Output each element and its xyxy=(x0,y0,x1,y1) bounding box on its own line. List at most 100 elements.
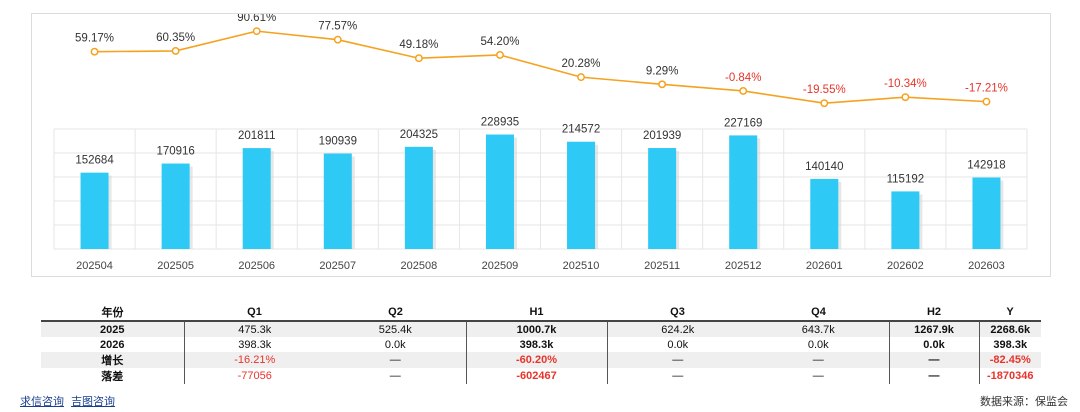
growth-point xyxy=(820,99,829,108)
bar-value-label: 152684 xyxy=(75,155,114,167)
bar-value-label: 214572 xyxy=(562,124,600,136)
table-cell: 624.2k xyxy=(607,321,748,337)
growth-label: 20.28% xyxy=(562,58,601,70)
bar-value-label: 140140 xyxy=(805,161,843,173)
bar xyxy=(810,178,839,249)
bar-value-label: 227169 xyxy=(724,117,762,129)
x-tick-label: 202509 xyxy=(482,260,519,272)
growth-label: 60.35% xyxy=(156,32,195,44)
table-cell: 1000.7k xyxy=(466,321,608,337)
bar-value-label: 201939 xyxy=(643,130,681,142)
bar-value-label: 204325 xyxy=(400,129,438,141)
footer-link-qiuxin[interactable]: 求信咨询 xyxy=(20,396,64,408)
row-label: 增长 xyxy=(41,352,185,368)
table-cell: 398.3k xyxy=(238,338,272,351)
header-q1: Q1 xyxy=(184,304,325,322)
footer-link-jitu[interactable]: 吉图咨询 xyxy=(71,396,116,408)
bar-value-label: 142918 xyxy=(967,160,1005,172)
table-cell: — xyxy=(607,352,748,368)
growth-point xyxy=(577,73,585,82)
x-tick-label: 202601 xyxy=(806,260,843,272)
growth-point xyxy=(739,86,748,95)
bar xyxy=(729,135,758,249)
table-cell: -82.45% xyxy=(979,352,1041,368)
table-cell: — xyxy=(325,352,467,368)
bar xyxy=(242,148,271,249)
table-cell: 0.0k xyxy=(325,337,467,352)
table-row: 增长 -16.21% — -60.20% — — — -82.45% xyxy=(41,352,1041,368)
table-row: 落差 -77056 — -602467 — — — -1870346 xyxy=(41,368,1041,384)
table-cell: — xyxy=(748,352,890,368)
table-cell: — xyxy=(889,352,980,368)
bar-value-label: 201811 xyxy=(238,130,276,142)
table-row: 2026 398.3k 0.0k 398.3k 0.0k 0.0k 0.0k 3… xyxy=(41,337,1041,352)
bar-value-label: 115192 xyxy=(887,173,925,185)
header-q4: Q4 xyxy=(748,304,889,322)
table-cell: — xyxy=(672,370,684,382)
growth-line xyxy=(94,30,987,104)
x-tick-label: 202506 xyxy=(238,260,275,272)
growth-point xyxy=(496,50,504,59)
growth-point xyxy=(901,93,910,102)
x-tick-label: 202507 xyxy=(319,260,356,272)
header-y: Y xyxy=(979,304,1041,322)
chart-panel: 152684 202504 170916 202505 201811 202506 1909… xyxy=(31,13,1051,277)
table-cell: -60.20% xyxy=(466,352,608,368)
bar xyxy=(161,163,190,249)
header-year: 年份 xyxy=(41,304,184,322)
table-row: 2025 475.3k 525.4k 1000.7k 624.2k 643.7k… xyxy=(41,321,1041,337)
bar xyxy=(404,146,433,249)
row-label: 落差 xyxy=(41,368,185,384)
footer-links: 求信咨询 吉图咨询 xyxy=(20,393,119,409)
growth-point xyxy=(333,35,342,44)
growth-label: -10.34% xyxy=(884,78,927,90)
header-h2: H2 xyxy=(889,304,979,322)
x-tick-label: 202603 xyxy=(968,260,1005,272)
bar-value-label: 190939 xyxy=(319,136,357,148)
table-cell: -602467 xyxy=(466,368,608,384)
data-source: 数据来源：保监会 xyxy=(980,396,1068,408)
combo-chart: 152684 202504 170916 202505 201811 202506 1909… xyxy=(53,14,1028,272)
growth-point xyxy=(982,97,991,106)
table-cell: -77056 xyxy=(237,370,272,382)
table-cell: -16.21% xyxy=(184,352,325,368)
growth-label: -19.55% xyxy=(803,84,846,96)
bar-value-label: 228935 xyxy=(481,117,519,129)
table-cell: 2268.6k xyxy=(979,321,1041,337)
growth-label: 9.29% xyxy=(646,65,679,77)
growth-label: -17.21% xyxy=(965,83,1008,95)
table-cell: 1267.9k xyxy=(889,321,980,337)
table-cell: — xyxy=(889,368,980,384)
x-tick-label: 202504 xyxy=(76,260,113,272)
table-cell: — xyxy=(748,368,890,384)
bar xyxy=(567,141,596,249)
table-cell: 525.4k xyxy=(325,321,467,337)
table-cell: 398.3k xyxy=(466,337,608,352)
table-cell: 0.0k xyxy=(667,338,689,351)
bar xyxy=(891,191,920,249)
growth-label: -0.84% xyxy=(725,72,761,84)
table-header-row: 年份 Q1 Q2 H1 Q3 Q4 H2 Y xyxy=(41,304,1041,322)
growth-label: 54.20% xyxy=(480,36,519,48)
table-cell: 0.0k xyxy=(748,337,890,352)
growth-label: 59.17% xyxy=(75,33,114,45)
bar xyxy=(648,148,677,249)
bar xyxy=(485,134,514,249)
x-tick-label: 202510 xyxy=(563,260,600,272)
row-label: 2025 xyxy=(41,321,185,337)
growth-label: 49.18% xyxy=(399,39,438,51)
summary-table: 年份 Q1 Q2 H1 Q3 Q4 H2 Y 2025 475.3k 525.4… xyxy=(41,304,1041,384)
header-h1: H1 xyxy=(466,304,607,322)
table-cell: 475.3k xyxy=(184,321,325,337)
growth-point xyxy=(658,80,667,89)
header-q2: Q2 xyxy=(325,304,466,322)
growth-point xyxy=(414,54,423,63)
row-label: 2026 xyxy=(41,337,185,352)
bar xyxy=(323,153,352,249)
table-cell: 643.7k xyxy=(748,321,890,337)
bar-value-label: 170916 xyxy=(156,146,194,158)
header-q3: Q3 xyxy=(607,304,748,322)
x-tick-label: 202508 xyxy=(401,260,438,272)
x-tick-label: 202602 xyxy=(887,260,924,272)
growth-label: 77.57% xyxy=(318,21,357,33)
